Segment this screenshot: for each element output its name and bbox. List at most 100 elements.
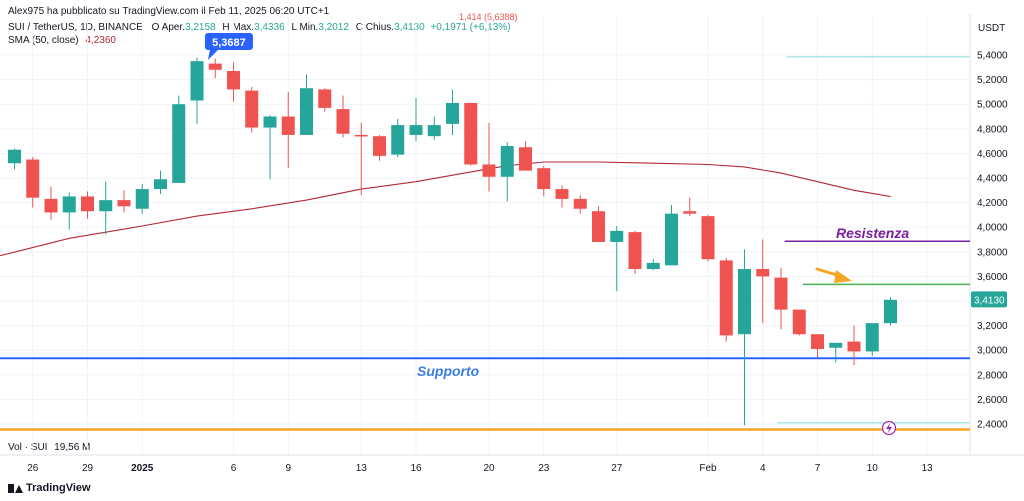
high-value: 3,4336 bbox=[254, 22, 285, 33]
high-name: Max. bbox=[232, 22, 255, 33]
low-name: Min. bbox=[299, 22, 319, 33]
x-tick-label: 29 bbox=[82, 463, 94, 474]
candle-body bbox=[628, 232, 642, 270]
candle bbox=[665, 205, 678, 266]
y-tick-label: 5,4000 bbox=[977, 51, 1008, 62]
open-name: Aper. bbox=[161, 22, 186, 33]
candle-body bbox=[847, 341, 861, 352]
lightning-icon-bolt bbox=[886, 423, 892, 433]
symbol-ohlc-line[interactable]: SUI / TetherUS, 1D, BINANCE O Aper.3,215… bbox=[8, 22, 511, 33]
candle-body bbox=[427, 125, 441, 137]
candle bbox=[336, 95, 350, 138]
candle bbox=[300, 74, 313, 135]
grid bbox=[0, 14, 1024, 456]
low-value: 3,2012 bbox=[318, 22, 349, 33]
candle bbox=[117, 190, 131, 213]
high-badge-pointer bbox=[207, 50, 218, 60]
candle bbox=[190, 57, 204, 124]
annotations: 5,3687 3,4130 Resistenza Supporto bbox=[204, 33, 1007, 436]
candle bbox=[555, 185, 569, 208]
candle bbox=[81, 191, 94, 219]
sma-layer bbox=[0, 161, 891, 257]
candle bbox=[774, 267, 788, 330]
y-tick-label: 5,2000 bbox=[977, 75, 1008, 86]
candle-body bbox=[373, 136, 386, 156]
candle-body bbox=[519, 147, 532, 171]
x-axis: 26 29 2025 6 9 13 16 20 23 27 Feb 4 7 10 13 bbox=[27, 463, 933, 474]
tradingview-logo[interactable]: TradingView bbox=[8, 482, 91, 494]
y-tick-label: 4,6000 bbox=[977, 149, 1008, 160]
candle-body bbox=[99, 200, 113, 212]
candle-body bbox=[665, 213, 678, 266]
x-tick-label: 2025 bbox=[131, 463, 154, 474]
candle-body bbox=[391, 125, 405, 155]
candle-body bbox=[208, 63, 222, 70]
x-tick-label: 10 bbox=[867, 463, 879, 474]
open-value: 3,2158 bbox=[185, 22, 216, 33]
y-tick-label: 2,4000 bbox=[977, 420, 1008, 431]
candle-body bbox=[719, 260, 733, 336]
symbol-label: SUI / TetherUS, 1D, BINANCE bbox=[8, 22, 143, 33]
candle bbox=[811, 334, 824, 358]
y-axis: 5,4000 5,2000 5,0000 4,8000 4,6000 4,4000 4,20… bbox=[977, 51, 1008, 431]
candle bbox=[592, 206, 605, 242]
x-tick-label: 13 bbox=[356, 463, 368, 474]
candles bbox=[8, 57, 897, 426]
x-tick-label: 7 bbox=[815, 463, 821, 474]
y-tick-label: 4,2000 bbox=[977, 198, 1008, 209]
candle-body bbox=[227, 70, 240, 90]
candle bbox=[281, 91, 295, 169]
volume-label: Vol · SUI bbox=[8, 442, 48, 453]
y-tick-label: 3,6000 bbox=[977, 272, 1008, 283]
candle-body bbox=[154, 179, 167, 190]
y-tick-label: 3,2000 bbox=[977, 321, 1008, 332]
y-tick-label: 3,8000 bbox=[977, 247, 1008, 258]
sma-label: SMA (50, close) bbox=[8, 35, 79, 46]
candle bbox=[154, 170, 167, 194]
candle-body bbox=[646, 262, 660, 270]
candle bbox=[573, 195, 587, 214]
candle-body bbox=[811, 334, 824, 349]
candle-body bbox=[610, 230, 624, 242]
candle bbox=[464, 102, 478, 166]
candle-body bbox=[884, 299, 897, 324]
candle bbox=[354, 122, 368, 196]
candle-body bbox=[44, 198, 58, 213]
x-tick-label: 6 bbox=[231, 463, 237, 474]
tradingview-logo-text: TradingView bbox=[26, 482, 91, 494]
x-tick-label: 16 bbox=[410, 463, 422, 474]
close-name: Chius. bbox=[365, 22, 395, 33]
candle-body bbox=[537, 168, 551, 190]
candle-body bbox=[573, 198, 587, 209]
x-tick-label: 4 bbox=[760, 463, 766, 474]
candle bbox=[62, 192, 76, 230]
candle-body bbox=[263, 116, 277, 128]
candle bbox=[8, 148, 21, 170]
x-tick-label: 23 bbox=[538, 463, 550, 474]
candle bbox=[847, 325, 861, 365]
candle bbox=[865, 323, 879, 357]
publisher-line: Alex975 ha pubblicato su TradingView.com… bbox=[8, 6, 330, 17]
orange-arrow-icon bbox=[815, 267, 852, 283]
candle bbox=[683, 197, 697, 217]
y-tick-label: 4,0000 bbox=[977, 223, 1008, 234]
candle bbox=[409, 98, 423, 142]
y-tick-label: 2,8000 bbox=[977, 370, 1008, 381]
candle bbox=[135, 184, 149, 214]
y-tick-label: 4,4000 bbox=[977, 174, 1008, 185]
candle-body bbox=[300, 88, 313, 135]
candle-body bbox=[482, 164, 496, 177]
volume-legend[interactable]: Vol · SUI 19,56 M bbox=[8, 442, 90, 453]
candle-body bbox=[190, 61, 204, 101]
candle bbox=[26, 157, 40, 208]
high-badge-text: 5,3687 bbox=[212, 37, 246, 49]
candle-body bbox=[683, 211, 697, 214]
candle bbox=[500, 142, 514, 202]
candle-body bbox=[555, 189, 569, 199]
candle bbox=[756, 239, 770, 324]
sma-legend[interactable]: SMA (50, close) 4,2360 bbox=[8, 35, 116, 46]
candle bbox=[227, 62, 240, 102]
candle-body bbox=[245, 90, 259, 128]
candle-body bbox=[409, 125, 423, 135]
